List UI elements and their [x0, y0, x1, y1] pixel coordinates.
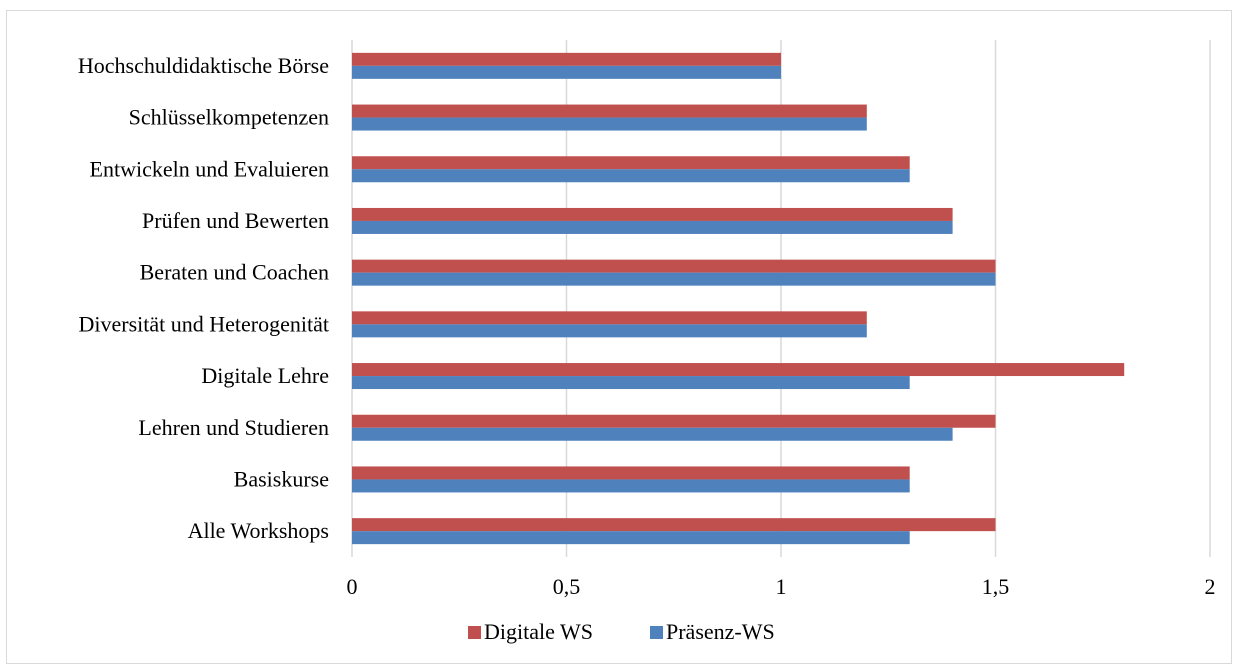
bar-prasenz-ws-basiskurse — [352, 479, 910, 493]
bar-digitale-ws-entwickeln-und-evaluieren — [352, 156, 910, 170]
bar-prasenz-ws-schlusselkompetenzen — [352, 117, 867, 131]
category-label-alle-workshops: Alle Workshops — [188, 518, 329, 543]
bar-prasenz-ws-diversitat-und-heterogenitat — [352, 324, 867, 338]
x-tick-label-3: 1,5 — [982, 574, 1010, 599]
bar-prasenz-ws-prufen-und-bewerten — [352, 220, 953, 234]
legend-swatch-digitale-ws — [468, 626, 481, 639]
category-label-hochschuldidaktische-borse: Hochschuldidaktische Börse — [78, 53, 329, 78]
category-labels: Alle Workshops Basiskurse Lehren und Studi… — [78, 53, 329, 543]
bars — [352, 52, 1125, 545]
bar-digitale-ws-hochschuldidaktische-borse — [352, 52, 781, 66]
category-label-prufen-und-bewerten: Prüfen und Bewerten — [142, 208, 329, 233]
legend: Digitale WS Präsenz-WS — [468, 619, 775, 644]
x-tick-label-4: 2 — [1205, 574, 1216, 599]
bar-digitale-ws-diversitat-und-heterogenitat — [352, 311, 867, 325]
legend-swatch-praesenz-ws — [650, 626, 663, 639]
bar-prasenz-ws-lehren-und-studieren — [352, 427, 953, 441]
bar-digitale-ws-beraten-und-coachen — [352, 259, 996, 273]
category-label-digitale-lehre: Digitale Lehre — [201, 363, 329, 388]
category-label-diversitat-und-heterogenitat: Diversität und Heterogenität — [79, 311, 329, 336]
legend-label-praesenz-ws: Präsenz-WS — [666, 619, 775, 644]
x-tick-label-2: 1 — [776, 574, 787, 599]
bar-digitale-ws-digitale-lehre — [352, 363, 1125, 377]
bar-prasenz-ws-hochschuldidaktische-borse — [352, 65, 781, 79]
x-axis-ticks: 0 0,5 1 1,5 2 — [347, 574, 1216, 599]
x-tick-label-0: 0 — [347, 574, 358, 599]
category-label-entwickeln-und-evaluieren: Entwickeln und Evaluieren — [90, 156, 329, 181]
bar-prasenz-ws-alle-workshops — [352, 531, 910, 545]
bar-digitale-ws-schlusselkompetenzen — [352, 104, 867, 118]
category-label-beraten-und-coachen: Beraten und Coachen — [140, 260, 329, 285]
x-tick-label-1: 0,5 — [553, 574, 581, 599]
bar-prasenz-ws-beraten-und-coachen — [352, 272, 996, 286]
bar-digitale-ws-alle-workshops — [352, 518, 996, 532]
bar-digitale-ws-lehren-und-studieren — [352, 414, 996, 428]
legend-label-digitale-ws: Digitale WS — [484, 619, 593, 644]
bar-prasenz-ws-entwickeln-und-evaluieren — [352, 169, 910, 183]
category-label-schlusselkompetenzen: Schlüsselkompetenzen — [129, 105, 329, 130]
category-label-basiskurse: Basiskurse — [234, 466, 329, 491]
bar-digitale-ws-basiskurse — [352, 466, 910, 480]
bar-prasenz-ws-digitale-lehre — [352, 376, 910, 390]
category-label-lehren-und-studieren: Lehren und Studieren — [138, 415, 329, 440]
bar-digitale-ws-prufen-und-bewerten — [352, 207, 953, 221]
